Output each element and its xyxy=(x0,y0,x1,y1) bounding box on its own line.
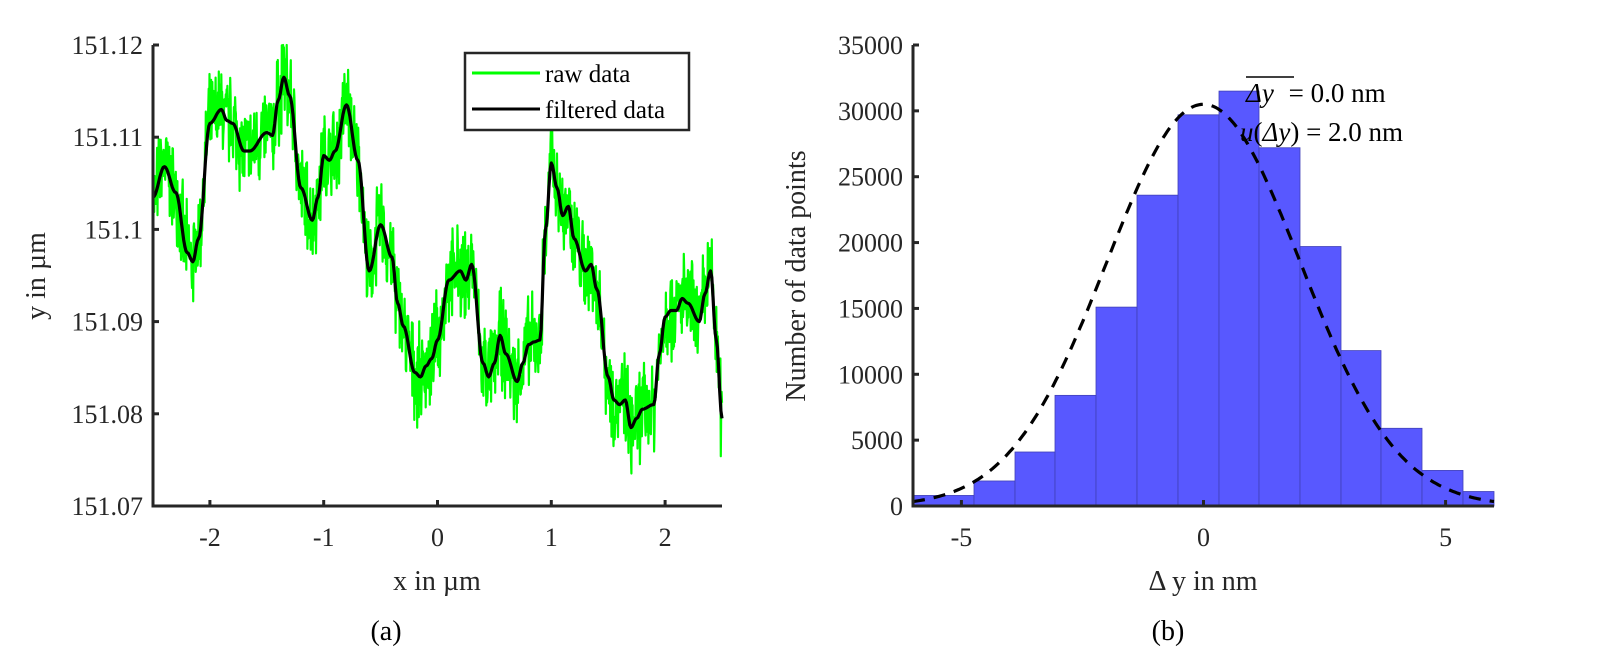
panel-a-x-tick-label: 0 xyxy=(431,523,444,552)
panel-b-axes: 0 5000 10000 15000 20000 25000 30000 35000 -5 0 5 xyxy=(838,31,1494,552)
panel-b-x-axis-label: Δ y in nm xyxy=(1148,566,1257,597)
uncertainty-open: ( xyxy=(1254,117,1263,147)
panel-a-y-tick-label: 151.08 xyxy=(72,400,144,429)
histogram-bar xyxy=(1014,451,1056,507)
panel-b-y-tick-label: 35000 xyxy=(838,31,903,60)
panel-a-x-axis-label: x in µm xyxy=(393,566,481,597)
histogram-bar xyxy=(1258,147,1301,507)
panel-a-x-tick-label: 2 xyxy=(659,523,672,552)
histogram-bar xyxy=(1136,194,1179,507)
panel-b-caption: (b) xyxy=(1152,616,1185,647)
histogram-bar xyxy=(973,480,1016,507)
histogram-bars xyxy=(912,90,1495,507)
panel-b-y-tick-label: 30000 xyxy=(838,97,903,126)
legend-raw-label: raw data xyxy=(545,61,630,88)
panel-b-y-tick-label: 25000 xyxy=(838,163,903,192)
panel-a-y-axis-label: y in µm xyxy=(21,232,52,320)
panel-a-y-tick-label: 151.09 xyxy=(72,308,144,337)
panel-a-legend: raw data filtered data xyxy=(463,51,691,132)
histogram-bar xyxy=(1177,114,1220,507)
panel-b-y-tick-label: 20000 xyxy=(838,229,903,258)
panel-b-y-tick-label: 15000 xyxy=(838,294,903,323)
panel-a-x-tick-label: -2 xyxy=(199,523,221,552)
panel-a-y-tick-label: 151.11 xyxy=(72,123,143,152)
uncertainty-value: ) = 2.0 nm xyxy=(1290,117,1403,147)
mean-value: = 0.0 nm xyxy=(1289,78,1386,108)
panel-b-x-tick-label: -5 xyxy=(951,523,973,552)
panel-a-caption: (a) xyxy=(370,616,401,647)
histogram-bar xyxy=(1054,394,1097,507)
stats-annotation: Δy = 0.0 nm u(Δy) = 2.0 nm xyxy=(1240,76,1403,147)
histogram-bar xyxy=(1421,470,1464,507)
panel-b-y-tick-label: 0 xyxy=(890,492,903,521)
panel-b-y-tick-label: 10000 xyxy=(838,360,903,389)
histogram-bar xyxy=(1218,90,1260,507)
legend-filtered-label: filtered data xyxy=(545,97,665,124)
panel-b-x-tick-label: 0 xyxy=(1197,523,1210,552)
histogram-bar xyxy=(1299,246,1342,507)
panel-a-y-tick-label: 151.1 xyxy=(85,215,144,244)
uncertainty-symbol: Δy xyxy=(1262,117,1291,147)
panel-b-x-tick-label: 5 xyxy=(1439,523,1452,552)
panel-a-line-chart: 151.07 151.08 151.09 151.1 151.11 151.12 -2 -1 0… xyxy=(21,31,724,647)
legend-box xyxy=(463,51,691,132)
svg-text:Δy = 0.0 nm: Δy = 0.0 nm xyxy=(1245,78,1386,108)
panel-a-x-tick-label: -1 xyxy=(313,523,335,552)
panel-b-y-axis-label: Number of data points xyxy=(781,150,812,401)
gaussian-fit-curve xyxy=(912,102,1495,504)
panel-a-x-tick-label: 1 xyxy=(545,523,558,552)
panel-a-y-tick-label: 151.12 xyxy=(72,31,144,60)
histogram-bar xyxy=(1095,306,1138,507)
uncertainty-u: u xyxy=(1240,117,1254,147)
mean-symbol: Δy xyxy=(1245,78,1274,108)
panel-a-axes: 151.07 151.08 151.09 151.1 151.11 151.12 -2 -1 0… xyxy=(72,31,722,552)
filtered-data-series xyxy=(152,75,724,430)
svg-text:u(Δy) = 2.0 nm: u(Δy) = 2.0 nm xyxy=(1240,117,1403,147)
panel-b-y-tick-label: 5000 xyxy=(851,426,903,455)
panel-a-y-tick-label: 151.07 xyxy=(72,492,144,521)
